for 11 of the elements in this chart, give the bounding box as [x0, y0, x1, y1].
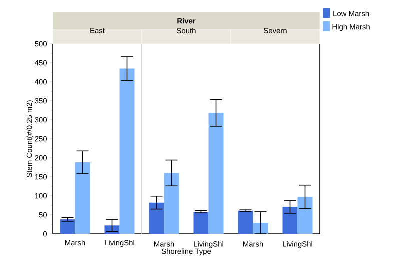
bar: [104, 226, 120, 234]
bar: [120, 68, 135, 234]
bar: [298, 197, 313, 234]
bar: [164, 173, 180, 234]
bar: [282, 207, 298, 234]
bar: [194, 212, 209, 234]
bar: [208, 113, 224, 234]
bar: [238, 210, 254, 234]
bar: [75, 162, 90, 234]
bar: [60, 220, 76, 234]
bar: [149, 202, 164, 234]
